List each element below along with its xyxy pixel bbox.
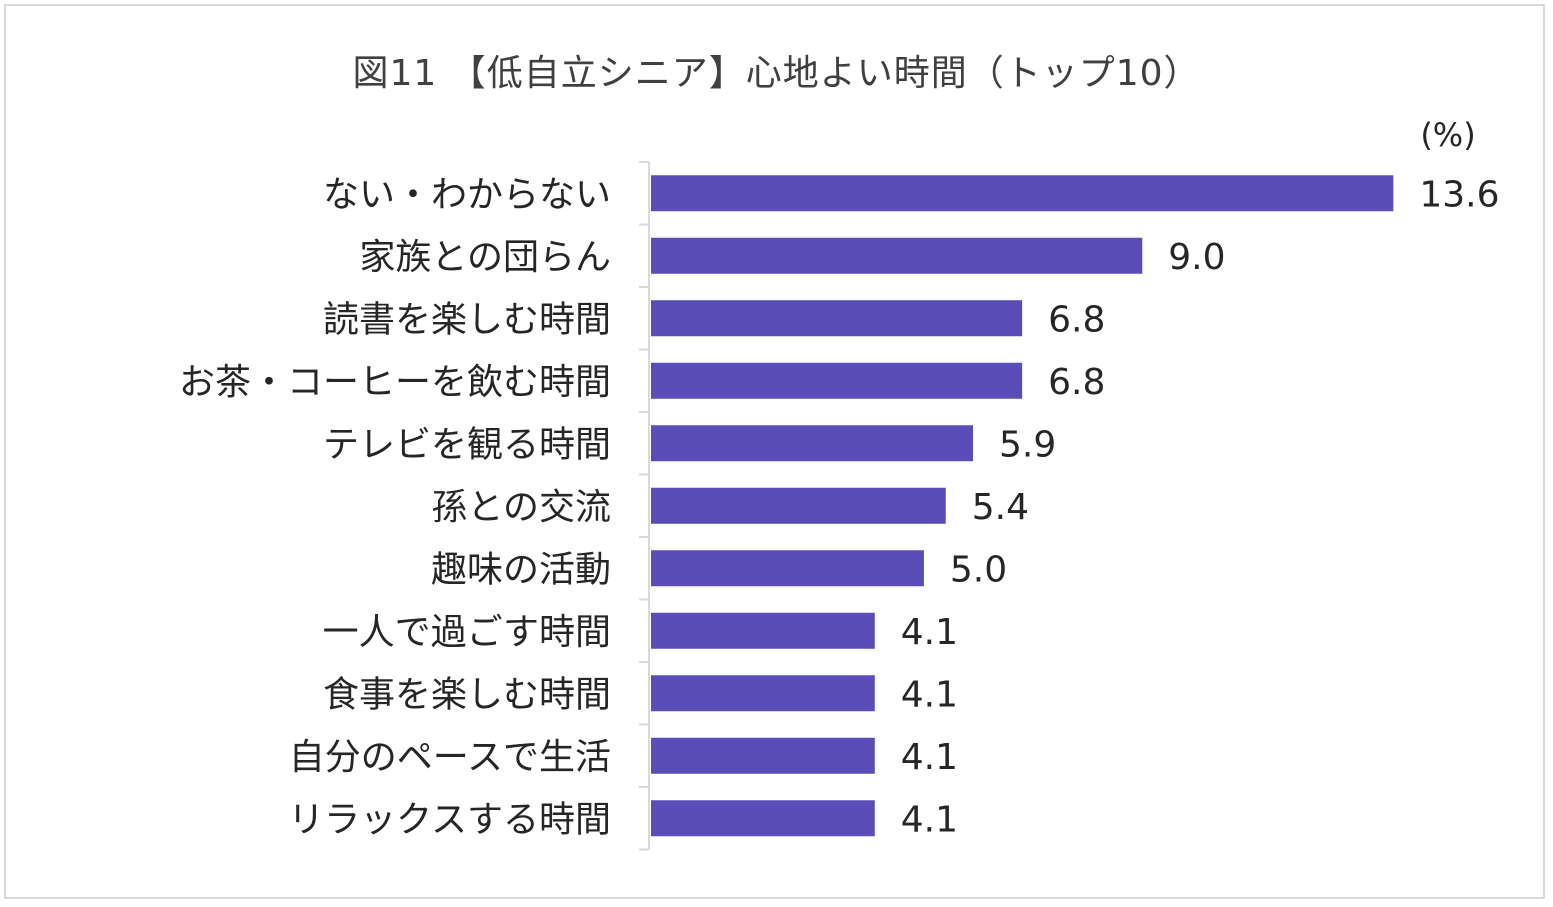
bar: [651, 800, 875, 837]
bar: [651, 362, 1023, 399]
chart-title: 図11 【低自立シニア】心地よい時間（トップ10）: [352, 53, 1201, 94]
category-label: お茶・コーヒーを飲む時間: [179, 362, 611, 403]
bar: [651, 737, 875, 774]
bar: [651, 675, 875, 712]
category-label: 食事を楽しむ時間: [323, 674, 611, 715]
value-label: 6.8: [1048, 299, 1105, 340]
category-label: 自分のペースで生活: [289, 737, 611, 778]
bar: [651, 300, 1023, 337]
value-label: 5.4: [972, 487, 1029, 528]
category-label: 趣味の活動: [431, 549, 611, 590]
value-label: 4.1: [901, 799, 958, 840]
value-label: 6.8: [1048, 362, 1105, 403]
value-label: 4.1: [901, 737, 958, 778]
category-label: ない・わからない: [323, 174, 611, 215]
category-label: 一人で過ごす時間: [323, 612, 611, 653]
category-label: テレビを観る時間: [323, 424, 611, 465]
category-label: 読書を楽しむ時間: [323, 299, 611, 340]
value-label: 9.0: [1168, 237, 1225, 278]
value-label: 4.1: [901, 612, 958, 653]
category-label: 家族との団らん: [359, 237, 611, 278]
category-label: リラックスする時間: [288, 799, 611, 840]
bar: [651, 550, 924, 587]
bar: [651, 487, 946, 524]
bar: [651, 425, 974, 462]
bar: [651, 612, 875, 649]
category-label: 孫との交流: [431, 487, 611, 528]
value-label: 5.9: [999, 424, 1056, 465]
value-label: 5.0: [950, 549, 1007, 590]
value-label: 4.1: [901, 674, 958, 715]
value-label: 13.6: [1419, 174, 1499, 215]
bar: [651, 175, 1394, 212]
bar: [651, 237, 1143, 274]
unit-label: (%): [1420, 116, 1475, 154]
